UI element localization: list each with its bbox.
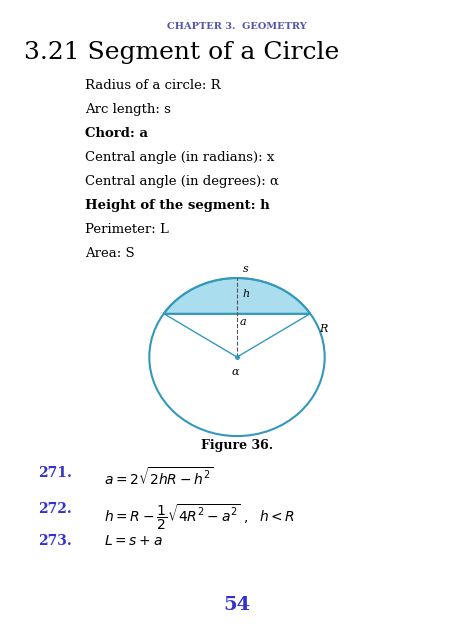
Text: Central angle (in radians): x: Central angle (in radians): x: [85, 151, 275, 164]
Text: Area: S: Area: S: [85, 247, 135, 260]
Text: 3.21 Segment of a Circle: 3.21 Segment of a Circle: [24, 41, 339, 64]
Text: $h = R - \dfrac{1}{2}\sqrt{4R^2 - a^2}\ ,\ \ h < R$: $h = R - \dfrac{1}{2}\sqrt{4R^2 - a^2}\ …: [104, 502, 296, 532]
Text: Figure 36.: Figure 36.: [201, 439, 273, 453]
Text: Height of the segment: h: Height of the segment: h: [85, 199, 270, 212]
Text: 54: 54: [223, 597, 251, 614]
Text: Chord: a: Chord: a: [85, 127, 148, 140]
Ellipse shape: [149, 278, 325, 436]
Text: R: R: [319, 324, 327, 334]
Text: 273.: 273.: [38, 534, 72, 548]
Text: $L = s + a$: $L = s + a$: [104, 534, 163, 548]
Text: Central angle (in degrees): α: Central angle (in degrees): α: [85, 175, 279, 188]
Text: 272.: 272.: [38, 502, 72, 516]
Text: Perimeter: L: Perimeter: L: [85, 223, 169, 236]
Text: $a = 2\sqrt{2hR - h^2}$: $a = 2\sqrt{2hR - h^2}$: [104, 466, 214, 489]
Text: Arc length: s: Arc length: s: [85, 103, 171, 116]
Polygon shape: [164, 278, 310, 313]
Text: h: h: [243, 289, 250, 299]
Text: 271.: 271.: [38, 466, 72, 480]
Text: Radius of a circle: R: Radius of a circle: R: [85, 79, 221, 92]
Text: α: α: [232, 367, 239, 377]
Text: a: a: [239, 317, 246, 327]
Text: s: s: [243, 264, 248, 274]
Text: CHAPTER 3.  GEOMETRY: CHAPTER 3. GEOMETRY: [167, 22, 307, 31]
